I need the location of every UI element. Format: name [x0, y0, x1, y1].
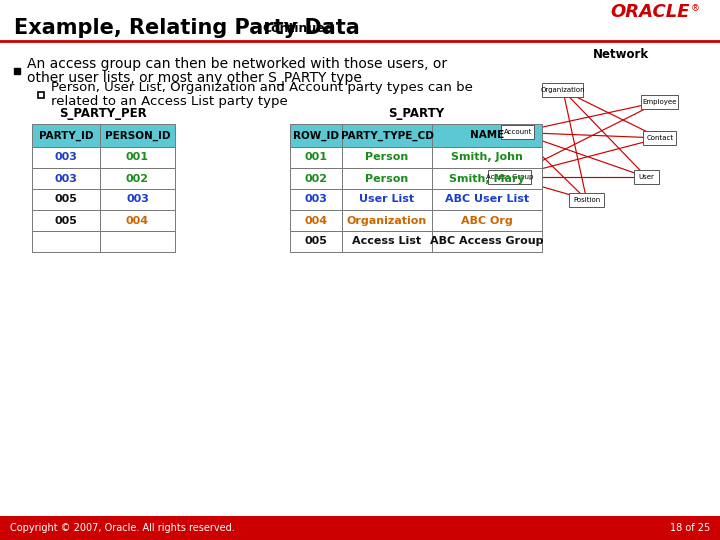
Text: ABC Org: ABC Org: [461, 215, 513, 226]
Text: PERSON_ID: PERSON_ID: [104, 130, 170, 140]
Bar: [290, 147, 542, 168]
Text: 005: 005: [55, 194, 78, 205]
Text: Smith, John: Smith, John: [451, 152, 523, 163]
Text: ®: ®: [691, 4, 700, 14]
Bar: [32, 147, 175, 168]
Text: Access Group: Access Group: [485, 174, 533, 180]
Text: NAME: NAME: [470, 131, 504, 140]
Bar: [0, 516, 720, 540]
Text: ABC Access Group: ABC Access Group: [431, 237, 544, 246]
Bar: [32, 210, 175, 231]
Text: 18 of 25: 18 of 25: [670, 523, 710, 533]
Text: Copyright © 2007, Oracle. All rights reserved.: Copyright © 2007, Oracle. All rights res…: [10, 523, 235, 533]
Text: 005: 005: [55, 215, 78, 226]
Text: other user lists, or most any other S_PARTY type: other user lists, or most any other S_PA…: [27, 71, 362, 85]
FancyBboxPatch shape: [569, 193, 604, 207]
Text: User List: User List: [359, 194, 415, 205]
Text: ROW_ID: ROW_ID: [293, 130, 339, 140]
Text: 004: 004: [305, 215, 328, 226]
Text: 005: 005: [305, 237, 328, 246]
Text: An access group can then be networked with those users, or: An access group can then be networked wi…: [27, 57, 447, 71]
Text: Smith, Mary: Smith, Mary: [449, 173, 525, 184]
FancyBboxPatch shape: [643, 131, 676, 145]
Bar: [32, 168, 175, 189]
Text: 001: 001: [305, 152, 328, 163]
Text: Access List: Access List: [352, 237, 422, 246]
Text: Contact: Contact: [646, 135, 673, 141]
Text: Organization: Organization: [347, 215, 427, 226]
Text: Person: Person: [365, 173, 409, 184]
Bar: [290, 231, 542, 252]
FancyBboxPatch shape: [634, 170, 660, 184]
Text: Example, Relating Party Data: Example, Relating Party Data: [14, 18, 360, 38]
Text: ABC User List: ABC User List: [445, 194, 529, 205]
Bar: [38, 92, 44, 98]
Bar: [14, 68, 20, 74]
Text: 002: 002: [126, 173, 149, 184]
Text: User: User: [639, 174, 654, 180]
Text: S_PARTY: S_PARTY: [388, 107, 444, 120]
FancyBboxPatch shape: [501, 125, 534, 139]
Bar: [290, 189, 542, 210]
Text: Person, User List, Organization and Account party types can be: Person, User List, Organization and Acco…: [51, 82, 473, 94]
Text: 003: 003: [55, 152, 78, 163]
Text: 003: 003: [55, 173, 78, 184]
FancyBboxPatch shape: [487, 170, 531, 184]
Bar: [290, 210, 542, 231]
Text: Account: Account: [503, 130, 532, 136]
Text: 004: 004: [126, 215, 149, 226]
Text: 001: 001: [126, 152, 149, 163]
Text: 003: 003: [126, 194, 149, 205]
Text: Continued: Continued: [262, 22, 333, 35]
Bar: [32, 124, 175, 147]
Text: PARTY_TYPE_CD: PARTY_TYPE_CD: [341, 130, 433, 140]
Text: 003: 003: [305, 194, 328, 205]
Bar: [32, 189, 175, 210]
Bar: [290, 168, 542, 189]
Text: Employee: Employee: [642, 99, 677, 105]
Text: S_PARTY_PER: S_PARTY_PER: [60, 107, 148, 120]
Bar: [290, 124, 542, 147]
Text: Person: Person: [365, 152, 409, 163]
Text: Network: Network: [593, 48, 649, 60]
Text: Position: Position: [573, 197, 600, 202]
Text: PARTY_ID: PARTY_ID: [39, 130, 94, 140]
FancyBboxPatch shape: [542, 83, 583, 97]
FancyBboxPatch shape: [642, 94, 678, 109]
Text: 002: 002: [305, 173, 328, 184]
Text: Organization: Organization: [541, 87, 585, 93]
Text: related to an Access List party type: related to an Access List party type: [51, 96, 288, 109]
Text: ORACLE: ORACLE: [611, 3, 690, 21]
Bar: [32, 231, 175, 252]
